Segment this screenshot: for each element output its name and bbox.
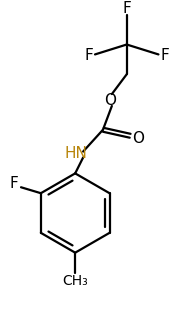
Text: O: O [133,131,145,146]
Text: O: O [104,92,116,108]
Text: F: F [10,176,18,191]
Text: HN: HN [65,146,88,161]
Text: CH₃: CH₃ [62,275,88,288]
Text: F: F [160,48,169,63]
Text: F: F [122,1,131,16]
Text: F: F [85,48,94,63]
